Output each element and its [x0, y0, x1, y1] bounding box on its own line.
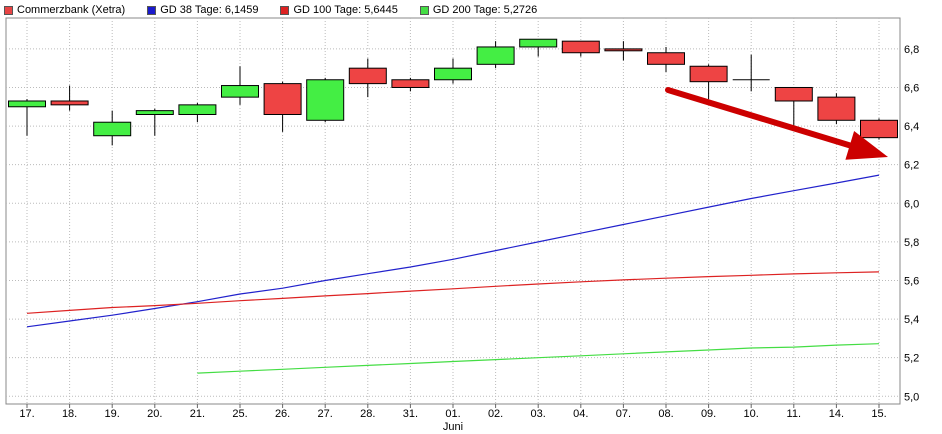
x-tick-label: 11.: [787, 408, 801, 420]
x-tick-label: 01.: [445, 408, 460, 420]
legend-label-gd100: GD 100 Tage: 5,6445: [293, 4, 398, 16]
candle-body: [817, 96, 856, 121]
y-tick-label: 5,4: [904, 314, 919, 326]
x-tick-label: 09.: [701, 408, 716, 420]
x-tick-label: 08.: [658, 408, 673, 420]
legend-swatch-gd200: [419, 5, 429, 15]
candle-body: [93, 121, 132, 137]
x-tick-label: 28.: [360, 408, 375, 420]
x-tick-label: 15.: [871, 408, 886, 420]
x-tick-label: 21.: [190, 408, 205, 420]
candle-body: [50, 100, 89, 106]
trend-arrow-shaft: [665, 87, 853, 149]
legend-item-gd200: GD 200 Tage: 5,2726: [419, 4, 538, 16]
candle-body: [178, 104, 217, 115]
legend-item-commerzbank: Commerzbank (Xetra): [4, 4, 125, 16]
candle-body: [434, 67, 472, 81]
x-tick-label: 03.: [531, 408, 546, 420]
ma38-line: [26, 174, 880, 328]
candle-body: [135, 110, 174, 115]
y-tick-label: 6,4: [904, 121, 919, 133]
x-month-label: Juni: [443, 421, 463, 433]
x-tick-label: 25.: [232, 408, 247, 420]
x-tick-label: 07.: [616, 408, 631, 420]
y-tick-label: 5,8: [904, 237, 919, 249]
x-tick-label: 27.: [318, 408, 333, 420]
x-tick-label: 19.: [105, 408, 120, 420]
y-tick-label: 6,2: [904, 160, 919, 172]
x-tick-label: 14.: [829, 408, 844, 420]
y-tick-label: 5,6: [904, 275, 919, 287]
candle-body: [604, 48, 643, 52]
candle-body: [306, 79, 345, 121]
x-tick-label: 10.: [744, 408, 759, 420]
legend: Commerzbank (Xetra) GD 38 Tage: 6,1459 G…: [4, 2, 559, 18]
y-tick-label: 5,0: [904, 391, 919, 403]
candle-body: [391, 79, 430, 88]
legend-item-gd38: GD 38 Tage: 6,1459: [147, 4, 258, 16]
legend-swatch-gd100: [280, 5, 290, 15]
ma200-line: [197, 343, 880, 374]
candle-body: [348, 67, 387, 85]
x-tick-label: 26.: [275, 408, 290, 420]
candle-body: [221, 85, 259, 98]
legend-label-commerzbank: Commerzbank (Xetra): [17, 4, 126, 16]
legend-label-gd38: GD 38 Tage: 6,1459: [160, 4, 259, 16]
x-tick-label: 20.: [147, 408, 162, 420]
legend-item-gd100: GD 100 Tage: 5,6445: [280, 4, 398, 16]
x-tick-label: 02.: [488, 408, 503, 420]
ma100-line: [26, 271, 880, 314]
candle-body: [647, 52, 685, 65]
x-tick-label: 31.: [403, 408, 418, 420]
candle-body: [263, 83, 302, 116]
y-tick-label: 6,6: [904, 82, 919, 94]
legend-swatch-commerzbank: [4, 5, 13, 15]
x-tick-label: 04.: [573, 408, 588, 420]
candle-body: [689, 65, 728, 83]
x-tick-label: 17.: [19, 408, 34, 420]
x-tick-label: 18.: [62, 408, 77, 420]
y-tick-label: 6,8: [904, 44, 919, 56]
candle-body: [561, 40, 600, 54]
legend-label-gd200: GD 200 Tage: 5,2726: [432, 4, 538, 16]
candle-body: [476, 46, 515, 65]
candle-body: [860, 119, 898, 139]
candle-body: [8, 100, 46, 108]
legend-swatch-gd38: [147, 5, 157, 15]
candle-body: [519, 38, 558, 48]
y-tick-label: 5,2: [904, 353, 919, 365]
y-tick-label: 6,0: [904, 198, 919, 210]
candle-body: [774, 86, 813, 102]
trend-arrow-head: [845, 131, 888, 160]
